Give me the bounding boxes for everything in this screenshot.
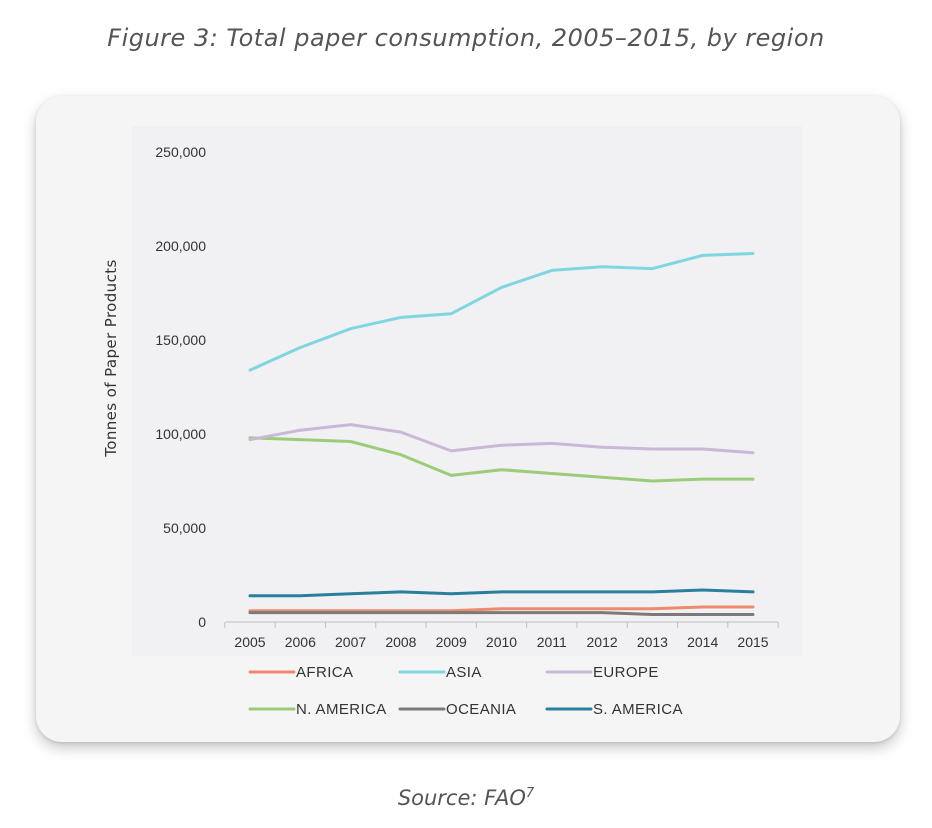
legend-label: S. AMERICA [593,701,683,718]
x-tick-label: 2008 [385,634,416,650]
legend-label: N. AMERICA [296,701,387,718]
series-line-s-america [248,588,755,598]
series-lines [248,252,755,616]
legend-label: OCEANIA [446,701,516,718]
x-tick-label: 2006 [285,634,316,650]
legend-label: ASIA [446,664,482,681]
y-tick-label: 200,000 [155,238,206,254]
x-tick-labels: 2005 2006 2007 2008 2009 2010 2011 2012 2013 2014… [234,634,768,650]
series-line-n-america [248,436,755,483]
source-note: Source: FAO7 [0,786,932,810]
x-tick-label: 2010 [486,634,517,650]
y-tick-label: 0 [198,614,206,630]
series-line-asia [248,252,755,372]
x-tick-label: 2014 [687,634,718,650]
legend-label: AFRICA [296,664,353,681]
figure-title: Figure 3: Total paper consumption, 2005–… [107,24,825,52]
source-text: Source: FAO [397,786,526,810]
x-tick-label: 2013 [637,634,668,650]
y-tick-label: 150,000 [155,332,206,348]
source-footnote: 7 [525,786,535,801]
plot-area [132,126,802,656]
y-axis-label: Tonnes of Paper Products [102,259,120,457]
y-tick-label: 50,000 [163,520,206,536]
x-tick-label: 2011 [537,634,567,650]
y-tick-label: 100,000 [155,426,206,442]
axes [224,621,779,628]
legend-label: EUROPE [593,664,659,681]
x-tick-label: 2012 [587,634,618,650]
x-tick-label: 2015 [737,634,768,650]
series-line-africa [248,605,755,613]
y-tick-labels: 0 50,000 100,000 150,000 200,000 250,000 [155,144,206,630]
x-tick-label: 2009 [436,634,467,650]
legend: AFRICA ASIA EUROPE N. AMERICA OCEANIA S. AMER… [248,664,683,718]
x-tick-label: 2005 [234,634,265,650]
y-tick-label: 250,000 [155,144,206,160]
x-tick-label: 2007 [335,634,366,650]
series-line-europe [248,423,755,455]
series-line-oceania [248,611,755,616]
